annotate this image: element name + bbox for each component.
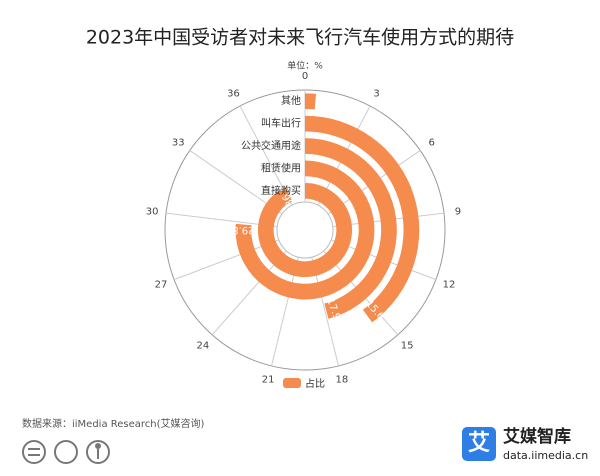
angle-tick-label: 18 (335, 375, 348, 386)
bar (305, 138, 397, 319)
license-icons (22, 440, 110, 464)
angle-tick-label: 24 (197, 340, 210, 351)
value-label: 29.8 (232, 224, 254, 235)
category-label: 租赁使用 (261, 161, 301, 174)
angle-tick-label: 3 (373, 89, 379, 100)
bar (305, 93, 316, 110)
angle-tick-label: 27 (155, 280, 168, 291)
angle-tick-label: 12 (443, 280, 456, 291)
angle-tick-label: 30 (146, 206, 159, 217)
angle-tick-label: 9 (455, 206, 461, 217)
angle-tick-label: 0 (302, 71, 308, 82)
logo-name: 艾媒智库 (503, 426, 571, 447)
legend-swatch (283, 378, 301, 388)
angle-tick-label: 15 (401, 340, 414, 351)
logo-glyph: 艾 (468, 431, 490, 456)
logo-url: data.iimedia.cn (503, 449, 588, 462)
category-label: 叫车出行 (261, 117, 301, 130)
bar (305, 115, 420, 323)
category-label: 直接购买 (261, 184, 301, 197)
inner-circle (276, 201, 334, 259)
unit-label: 单位：% (287, 60, 323, 72)
chart-title: 2023年中国受访者对未来飞行汽车使用方式的期待 (86, 27, 514, 49)
angle-tick-label: 33 (172, 138, 185, 149)
angle-tick-label: 6 (429, 138, 435, 149)
logo-icon (462, 427, 496, 461)
category-label: 公共交通用途 (241, 139, 301, 152)
category-label: 其他 (281, 94, 301, 107)
bar (257, 182, 353, 278)
angle-tick-label: 21 (262, 375, 275, 386)
source: 数据来源：iiMedia Research(艾媒咨询) (22, 417, 205, 430)
angle-tick-label: 36 (227, 89, 240, 100)
legend-label: 占比 (305, 377, 325, 390)
